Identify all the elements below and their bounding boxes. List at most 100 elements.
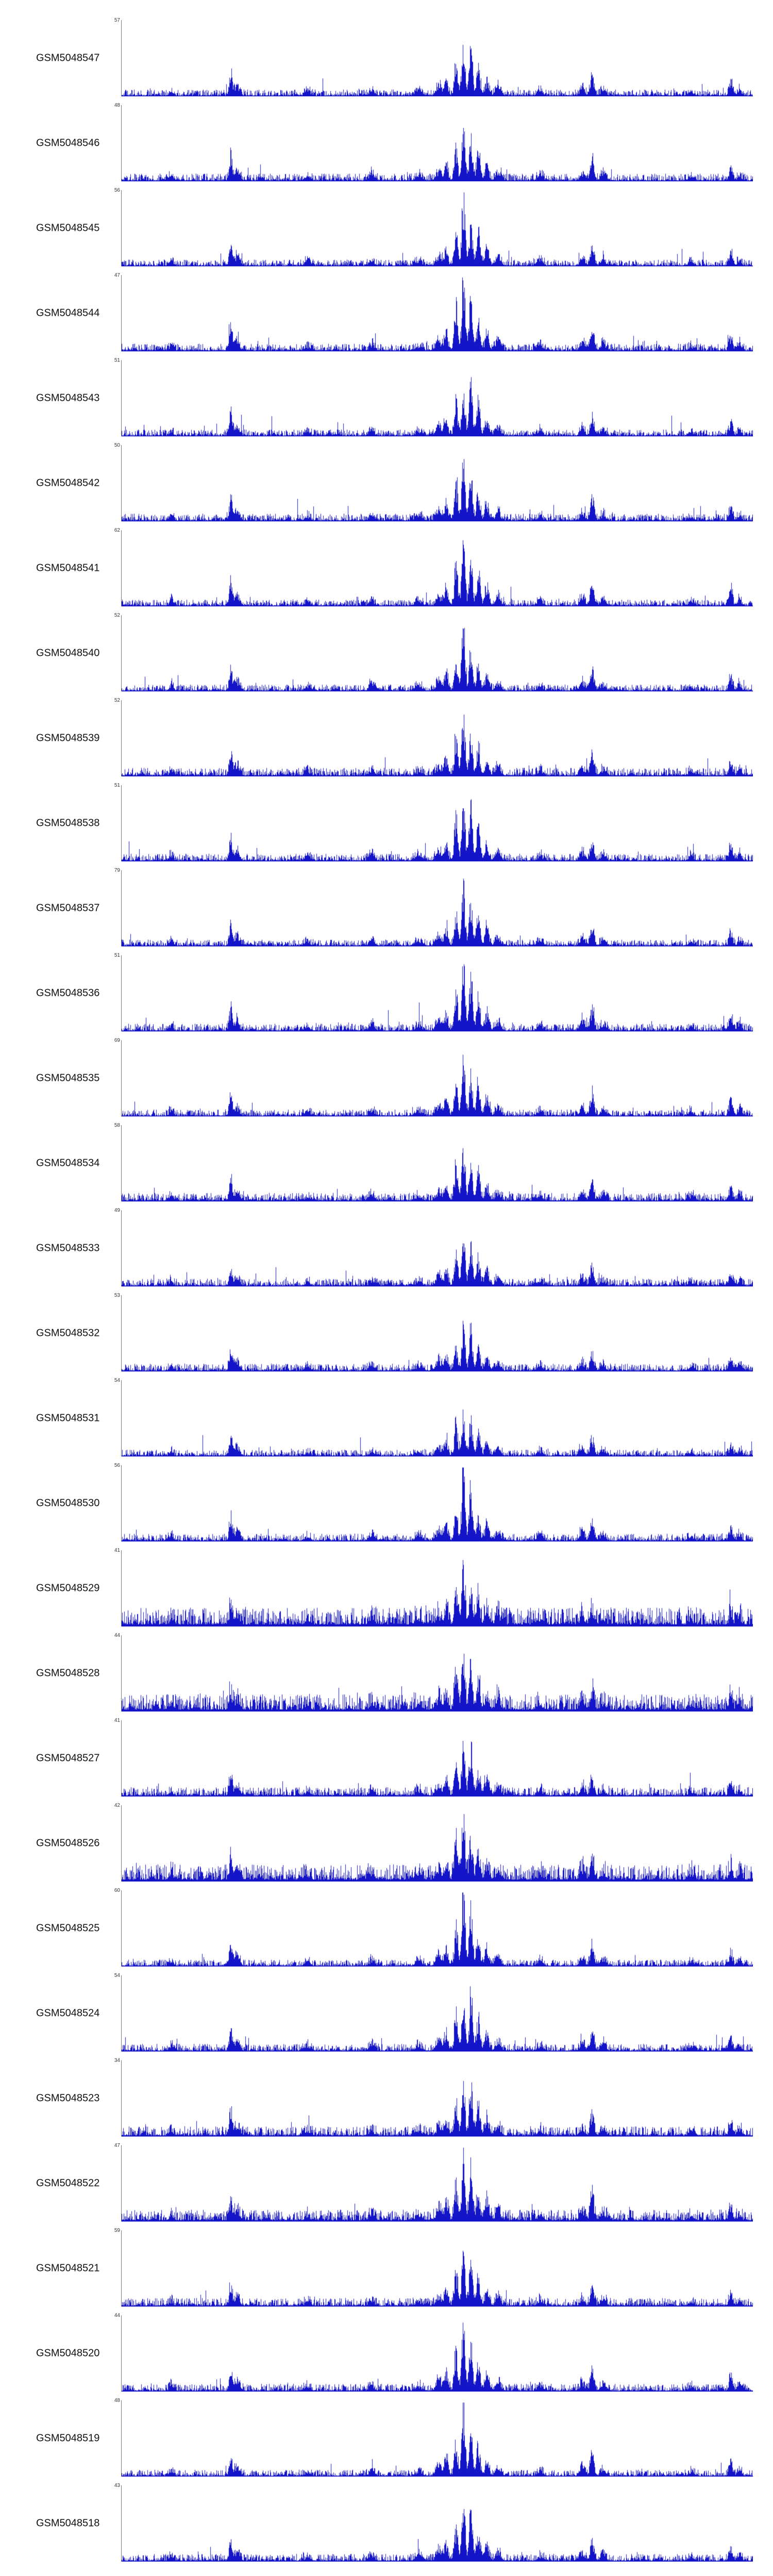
track-ymax-label: 51 (114, 358, 120, 363)
track-row: GSM5048529 41 (0, 1546, 773, 1631)
track-ymax-label: 54 (114, 1973, 120, 1978)
track-plot: 58 (114, 1123, 753, 1201)
track-ymax-label: 47 (114, 273, 120, 278)
coverage-signal (122, 2060, 753, 2137)
track-plot: 48 (114, 103, 753, 181)
track-row: GSM5048530 56 (0, 1461, 773, 1546)
track-row: GSM5048540 52 (0, 611, 773, 696)
track-plot: 43 (114, 2483, 753, 2562)
track-row: GSM5048538 51 (0, 781, 773, 866)
track-ymax-label: 54 (114, 1378, 120, 1383)
coverage-signal (122, 190, 753, 266)
track-plot: 53 (114, 1293, 753, 1371)
coverage-signal (122, 530, 753, 606)
track-row: GSM5048542 50 (0, 440, 773, 526)
coverage-signal (122, 1465, 753, 1541)
track-plot: 60 (114, 1888, 753, 1967)
track-row: GSM5048523 34 (0, 2056, 773, 2141)
coverage-signal (122, 1550, 753, 1626)
sample-label: GSM5048528 (36, 1667, 100, 1679)
sample-label: GSM5048529 (36, 1582, 100, 1594)
sample-label: GSM5048524 (36, 2007, 100, 2019)
track-ymax-label: 69 (114, 1038, 120, 1043)
sample-label: GSM5048531 (36, 1412, 100, 1423)
coverage-signal (122, 275, 753, 351)
track-row: GSM5048533 49 (0, 1206, 773, 1291)
track-ymax-label: 58 (114, 1123, 120, 1128)
track-plot: 52 (114, 698, 753, 776)
coverage-signal (122, 1805, 753, 1882)
track-ymax-label: 41 (114, 1718, 120, 1723)
sample-label: GSM5048541 (36, 562, 100, 573)
sample-label: GSM5048540 (36, 647, 100, 658)
track-row: GSM5048528 44 (0, 1631, 773, 1716)
sample-label: GSM5048522 (36, 2177, 100, 2189)
sample-label: GSM5048539 (36, 732, 100, 743)
coverage-signal (122, 955, 753, 1031)
track-row: GSM5048535 69 (0, 1036, 773, 1121)
sample-label: GSM5048543 (36, 392, 100, 403)
track-row: GSM5048546 48 (0, 100, 773, 185)
track-row: GSM5048531 54 (0, 1376, 773, 1461)
track-row: GSM5048534 58 (0, 1121, 773, 1206)
track-plot: 49 (114, 1208, 753, 1286)
track-plot: 34 (114, 2058, 753, 2137)
track-plot: 54 (114, 1973, 753, 2052)
coverage-signal (122, 1635, 753, 1711)
track-ymax-label: 34 (114, 2058, 120, 2063)
track-ymax-label: 48 (114, 2398, 120, 2403)
track-row: GSM5048543 51 (0, 355, 773, 440)
track-ymax-label: 50 (114, 443, 120, 448)
sample-label: GSM5048546 (36, 137, 100, 148)
sample-label: GSM5048533 (36, 1242, 100, 1253)
track-ymax-label: 42 (114, 1803, 120, 1808)
track-plot: 56 (114, 188, 753, 266)
track-row: GSM5048536 51 (0, 951, 773, 1036)
track-row: GSM5048539 52 (0, 696, 773, 781)
track-row: GSM5048544 47 (0, 270, 773, 355)
track-ymax-label: 49 (114, 1208, 120, 1213)
track-ymax-label: 51 (114, 783, 120, 788)
track-plot: 44 (114, 1633, 753, 1711)
sample-label: GSM5048535 (36, 1072, 100, 1083)
track-plot: 44 (114, 2313, 753, 2392)
track-plot: 56 (114, 1463, 753, 1541)
track-plot: 41 (114, 1548, 753, 1626)
coverage-signal (122, 615, 753, 691)
track-row: GSM5048547 57 (0, 15, 773, 100)
coverage-signal (122, 1890, 753, 1967)
sample-label: GSM5048527 (36, 1752, 100, 1764)
sample-label: GSM5048538 (36, 817, 100, 828)
sample-label: GSM5048523 (36, 2092, 100, 2104)
track-row: GSM5048518 43 (0, 2481, 773, 2566)
coverage-signal (122, 1975, 753, 2052)
sample-label: GSM5048547 (36, 52, 100, 63)
coverage-signal (122, 785, 753, 861)
track-ymax-label: 44 (114, 2313, 120, 2318)
track-ymax-label: 48 (114, 103, 120, 108)
track-row: GSM5048527 41 (0, 1716, 773, 1801)
sample-label: GSM5048532 (36, 1327, 100, 1338)
coverage-signal (122, 1720, 753, 1797)
track-plot: 51 (114, 953, 753, 1031)
sample-label: GSM5048544 (36, 307, 100, 318)
track-row: GSM5048519 48 (0, 2396, 773, 2481)
sample-label: GSM5048530 (36, 1497, 100, 1509)
track-ymax-label: 51 (114, 953, 120, 958)
coverage-tracks: GSM5048547 57 GSM5048546 48 GSM5048545 56 GSM5… (0, 15, 773, 2566)
sample-label: GSM5048536 (36, 987, 100, 998)
track-ymax-label: 60 (114, 1888, 120, 1893)
track-row: GSM5048537 79 (0, 866, 773, 951)
track-ymax-label: 43 (114, 2483, 120, 2488)
coverage-signal (122, 2230, 753, 2307)
track-ymax-label: 79 (114, 868, 120, 873)
track-plot: 54 (114, 1378, 753, 1456)
track-plot: 42 (114, 1803, 753, 1882)
track-row: GSM5048525 60 (0, 1886, 773, 1971)
coverage-signal (122, 105, 753, 181)
track-ymax-label: 47 (114, 2143, 120, 2148)
track-plot: 41 (114, 1718, 753, 1797)
coverage-signal (122, 360, 753, 436)
track-ymax-label: 56 (114, 1463, 120, 1468)
coverage-signal (122, 1040, 753, 1116)
